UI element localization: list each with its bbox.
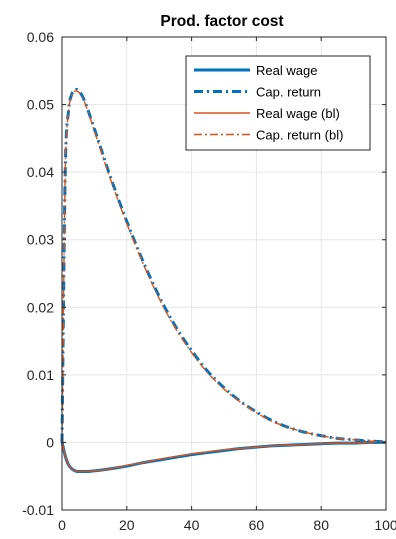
series-line-3 (61, 441, 387, 473)
legend-label: Real wage (bl) (256, 106, 340, 121)
x-tick-label: 60 (249, 517, 265, 533)
plot-frame (61, 36, 387, 511)
legend-label: Cap. return (256, 85, 321, 100)
y-tick-label: 0.06 (27, 29, 54, 45)
x-tick-label: 20 (119, 517, 135, 533)
series-line-4 (61, 90, 387, 443)
series-layer (60, 87, 387, 474)
y-tick-label: 0.05 (27, 97, 54, 113)
legend-label: Cap. return (bl) (256, 128, 343, 143)
y-tick-label: 0.01 (27, 367, 54, 383)
legend: Real wage Cap. return Real wage (bl) Cap. r… (185, 55, 371, 151)
legend-label: Real wage (256, 63, 317, 78)
y-tick-label: -0.01 (22, 502, 54, 518)
x-tick-label: 100 (374, 517, 396, 533)
ticks (61, 36, 387, 511)
y-tick-label: 0.02 (27, 299, 54, 315)
y-tick-label: 0.03 (27, 232, 54, 248)
chart-title: Prod. factor cost (160, 13, 283, 30)
y-tick-label: 0.04 (27, 164, 54, 180)
y-tick-label: 0 (46, 434, 54, 450)
x-tick-label: 40 (184, 517, 200, 533)
tick-labels: 0 20 40 60 80 100-0.0100.010.020.030.040.050.… (22, 29, 396, 533)
x-tick-label: 80 (313, 517, 329, 533)
x-tick-label: 0 (58, 517, 66, 533)
